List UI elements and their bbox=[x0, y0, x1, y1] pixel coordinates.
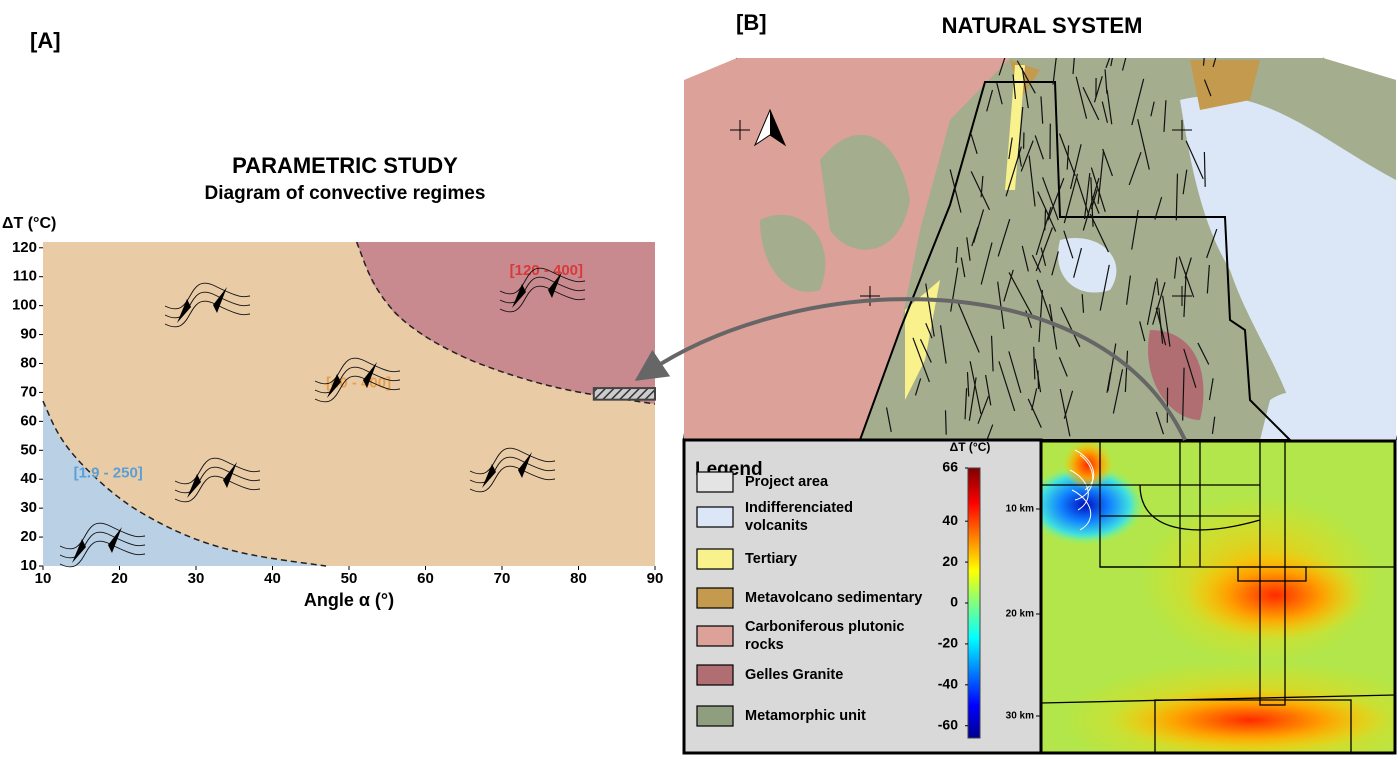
y-tick-label: 120 bbox=[12, 239, 37, 256]
depth-label: 20 km bbox=[1006, 609, 1034, 620]
y-tick-label: 20 bbox=[20, 528, 37, 545]
y-tick-label: 30 bbox=[20, 499, 37, 516]
y-tick-label: 80 bbox=[20, 354, 37, 371]
x-tick-label: 70 bbox=[494, 570, 511, 587]
legend-swatch bbox=[697, 507, 733, 527]
colorbar-tick-label: -20 bbox=[938, 635, 958, 651]
legend-label: Carboniferous plutonic bbox=[745, 619, 905, 635]
colorbar bbox=[968, 468, 980, 738]
simulation-field bbox=[1025, 440, 1398, 756]
chart-subtitle: Diagram of convective regimes bbox=[205, 183, 486, 204]
x-tick-label: 40 bbox=[264, 570, 281, 587]
y-tick-label: 60 bbox=[20, 412, 37, 429]
legend-label: Gelles Granite bbox=[745, 667, 843, 683]
geologic-map bbox=[680, 27, 1398, 445]
fault bbox=[1045, 209, 1046, 230]
x-tick-label: 50 bbox=[341, 570, 358, 587]
x-tick-label: 90 bbox=[647, 570, 664, 587]
colorbar-tick-label: -40 bbox=[938, 676, 958, 692]
fault bbox=[945, 410, 946, 434]
legend-label: Metavolcano sedimentary bbox=[745, 590, 922, 606]
legend-label: Metamorphic unit bbox=[745, 708, 866, 724]
y-tick-label: 90 bbox=[20, 326, 37, 343]
colorbar-tick-label: 40 bbox=[942, 512, 958, 528]
y-tick-label: 50 bbox=[20, 441, 37, 458]
y-tick-label: 100 bbox=[12, 297, 37, 314]
y-tick-label: 110 bbox=[13, 268, 37, 285]
y-tick-label: 40 bbox=[20, 470, 37, 487]
legend-swatch bbox=[697, 588, 733, 608]
chart-title: PARAMETRIC STUDY bbox=[232, 153, 458, 178]
colorbar-tick-label: 0 bbox=[950, 594, 958, 610]
map-title: NATURAL SYSTEM bbox=[942, 13, 1143, 38]
x-axis-label: Angle α (°) bbox=[304, 590, 394, 610]
legend-swatch bbox=[697, 706, 733, 726]
legend-label: Indifferenciated bbox=[745, 500, 853, 516]
selection-box bbox=[594, 388, 655, 400]
fault bbox=[1204, 152, 1205, 187]
panel-label: [A] bbox=[30, 28, 61, 53]
colorbar-tick-label: -60 bbox=[938, 716, 958, 732]
legend-label: Tertiary bbox=[745, 551, 797, 567]
colorbar-tick-label: 20 bbox=[942, 553, 958, 569]
x-tick-label: 60 bbox=[417, 570, 434, 587]
depth-label: 30 km bbox=[1006, 711, 1034, 722]
legend-label: Project area bbox=[745, 474, 829, 490]
legend-label: volcanits bbox=[745, 518, 808, 534]
legend-swatch bbox=[697, 665, 733, 685]
depth-label: 10 km bbox=[1006, 504, 1034, 515]
colorbar-title: ΔT (°C) bbox=[950, 440, 991, 454]
panel-label: [B] bbox=[736, 10, 767, 35]
x-tick-label: 10 bbox=[35, 570, 52, 587]
y-tick-label: 70 bbox=[20, 383, 37, 400]
legend-swatch bbox=[697, 472, 733, 492]
x-tick-label: 80 bbox=[570, 570, 587, 587]
colorbar-tick-label: 66 bbox=[942, 459, 958, 475]
x-tick-label: 30 bbox=[188, 570, 205, 587]
region-label: [120 - 400] bbox=[510, 262, 583, 279]
legend-swatch bbox=[697, 626, 733, 646]
x-tick-label: 20 bbox=[111, 570, 128, 587]
region-label: [1.9 - 250] bbox=[74, 464, 143, 481]
legend-label: rocks bbox=[745, 637, 784, 653]
regime-plot: [1.9 - 250][40 - 400][120 - 400]10203040… bbox=[12, 239, 663, 587]
legend-swatch bbox=[697, 549, 733, 569]
y-axis-label: ΔT (°C) bbox=[2, 215, 56, 232]
